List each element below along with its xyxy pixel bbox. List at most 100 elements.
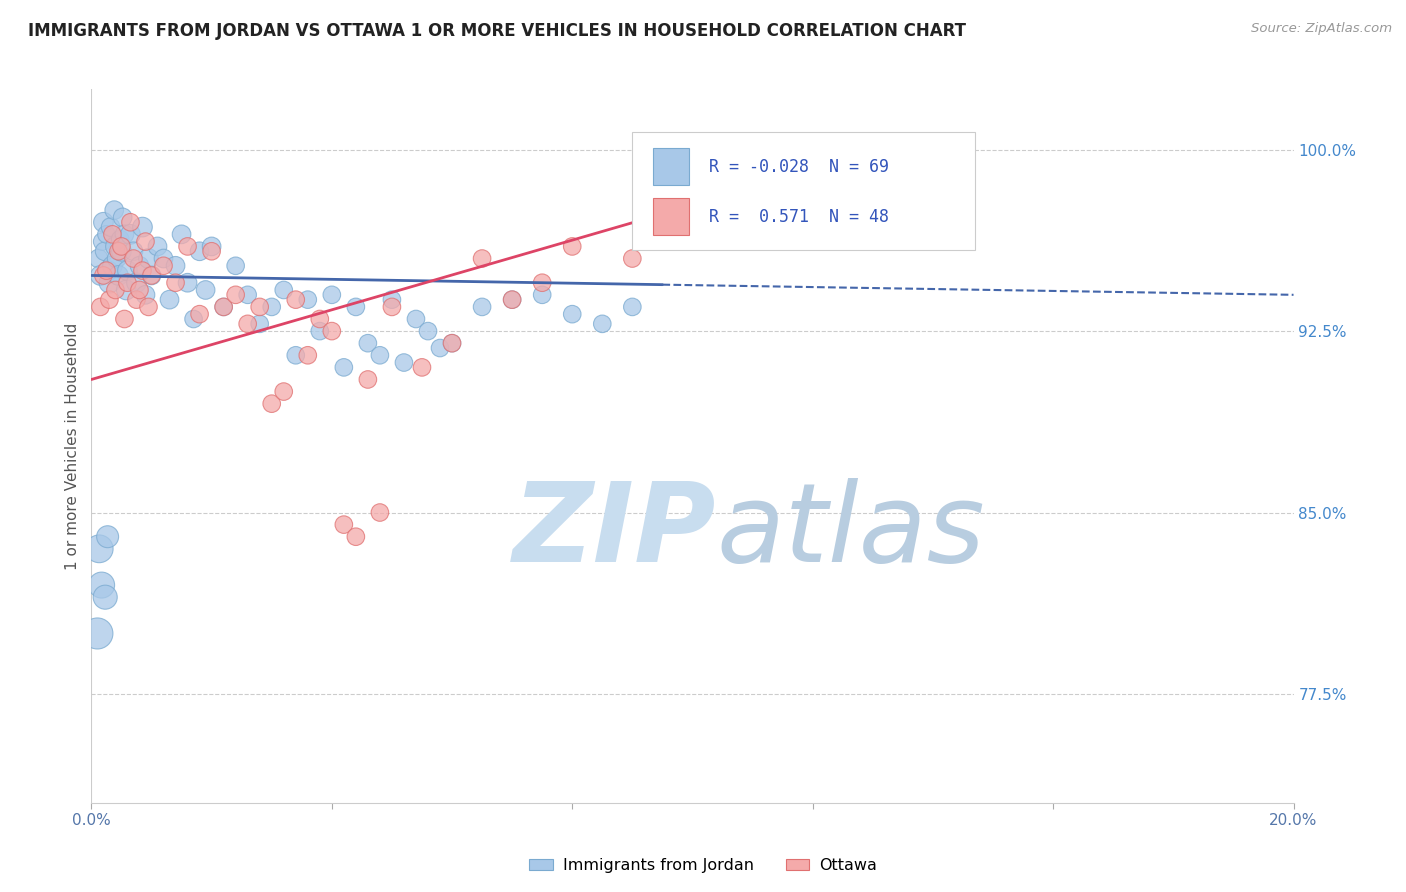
Text: Source: ZipAtlas.com: Source: ZipAtlas.com <box>1251 22 1392 36</box>
Point <box>98 293 121 307</box>
Point <box>134 235 156 249</box>
Point <box>97 263 120 277</box>
Point <box>321 288 343 302</box>
Point <box>381 293 404 307</box>
Point <box>501 293 523 307</box>
Point <box>212 300 235 314</box>
Point <box>531 276 554 290</box>
Point <box>561 307 583 321</box>
Point <box>176 239 198 253</box>
Point <box>501 293 523 307</box>
Point <box>93 215 115 229</box>
Point <box>368 348 391 362</box>
Point <box>392 355 415 369</box>
Point <box>681 215 703 229</box>
Point <box>561 239 583 253</box>
Point <box>89 268 111 283</box>
Point <box>201 239 224 253</box>
Text: IMMIGRANTS FROM JORDAN VS OTTAWA 1 OR MORE VEHICLES IN HOUSEHOLD CORRELATION CHA: IMMIGRANTS FROM JORDAN VS OTTAWA 1 OR MO… <box>28 22 966 40</box>
Point <box>96 227 118 242</box>
Point <box>225 288 247 302</box>
Point <box>87 252 110 266</box>
Point <box>357 336 380 351</box>
Point <box>236 288 259 302</box>
Point <box>104 283 127 297</box>
Legend: Immigrants from Jordan, Ottawa: Immigrants from Jordan, Ottawa <box>523 852 883 880</box>
Point <box>429 341 451 355</box>
Point <box>134 288 156 302</box>
Point <box>89 300 111 314</box>
Point <box>249 300 271 314</box>
Point <box>284 293 307 307</box>
Point <box>122 252 145 266</box>
Point <box>98 276 121 290</box>
Point <box>236 317 259 331</box>
Point <box>308 312 330 326</box>
Point <box>321 324 343 338</box>
Point <box>103 203 125 218</box>
Point <box>405 312 427 326</box>
Point <box>96 263 118 277</box>
Point <box>159 293 181 307</box>
Point <box>260 397 283 411</box>
Text: atlas: atlas <box>717 478 986 585</box>
Point <box>260 300 283 314</box>
Point <box>131 263 153 277</box>
Point <box>110 244 132 259</box>
Point <box>152 259 174 273</box>
Point <box>284 348 307 362</box>
Y-axis label: 1 or more Vehicles in Household: 1 or more Vehicles in Household <box>65 322 80 570</box>
Point <box>138 300 160 314</box>
Point <box>165 259 187 273</box>
Point <box>94 590 117 604</box>
Point <box>120 215 142 229</box>
Point <box>368 506 391 520</box>
Point <box>381 300 404 314</box>
Point <box>128 259 150 273</box>
Point <box>333 517 356 532</box>
Point <box>91 235 114 249</box>
Point <box>188 307 211 321</box>
Point <box>97 530 120 544</box>
Point <box>471 300 494 314</box>
Point <box>141 268 163 283</box>
Point <box>344 300 367 314</box>
Point <box>117 276 139 290</box>
Point <box>107 244 129 259</box>
Point <box>89 541 111 556</box>
Point <box>183 312 205 326</box>
Point <box>344 530 367 544</box>
Point <box>110 232 132 246</box>
Point <box>273 283 295 297</box>
Text: ZIP: ZIP <box>513 478 717 585</box>
Point <box>441 336 464 351</box>
Point <box>297 348 319 362</box>
FancyBboxPatch shape <box>652 148 689 186</box>
Point <box>201 244 224 259</box>
Point <box>117 263 139 277</box>
Point <box>101 227 124 242</box>
Point <box>801 178 824 193</box>
Point <box>416 324 439 338</box>
FancyBboxPatch shape <box>652 198 689 235</box>
Point <box>170 227 193 242</box>
Point <box>93 268 115 283</box>
Text: R = -0.028  N = 69: R = -0.028 N = 69 <box>709 158 889 176</box>
Point <box>333 360 356 375</box>
Point <box>138 252 160 266</box>
Point <box>110 239 132 253</box>
Point <box>225 259 247 273</box>
Point <box>176 276 198 290</box>
Point <box>212 300 235 314</box>
Point <box>93 244 115 259</box>
Point <box>621 300 644 314</box>
Point <box>114 312 136 326</box>
Point <box>165 276 187 290</box>
Point <box>249 317 271 331</box>
Point <box>194 283 217 297</box>
Point <box>111 211 134 225</box>
Point <box>357 372 380 386</box>
Point <box>90 578 112 592</box>
Point <box>441 336 464 351</box>
Point <box>891 143 914 157</box>
